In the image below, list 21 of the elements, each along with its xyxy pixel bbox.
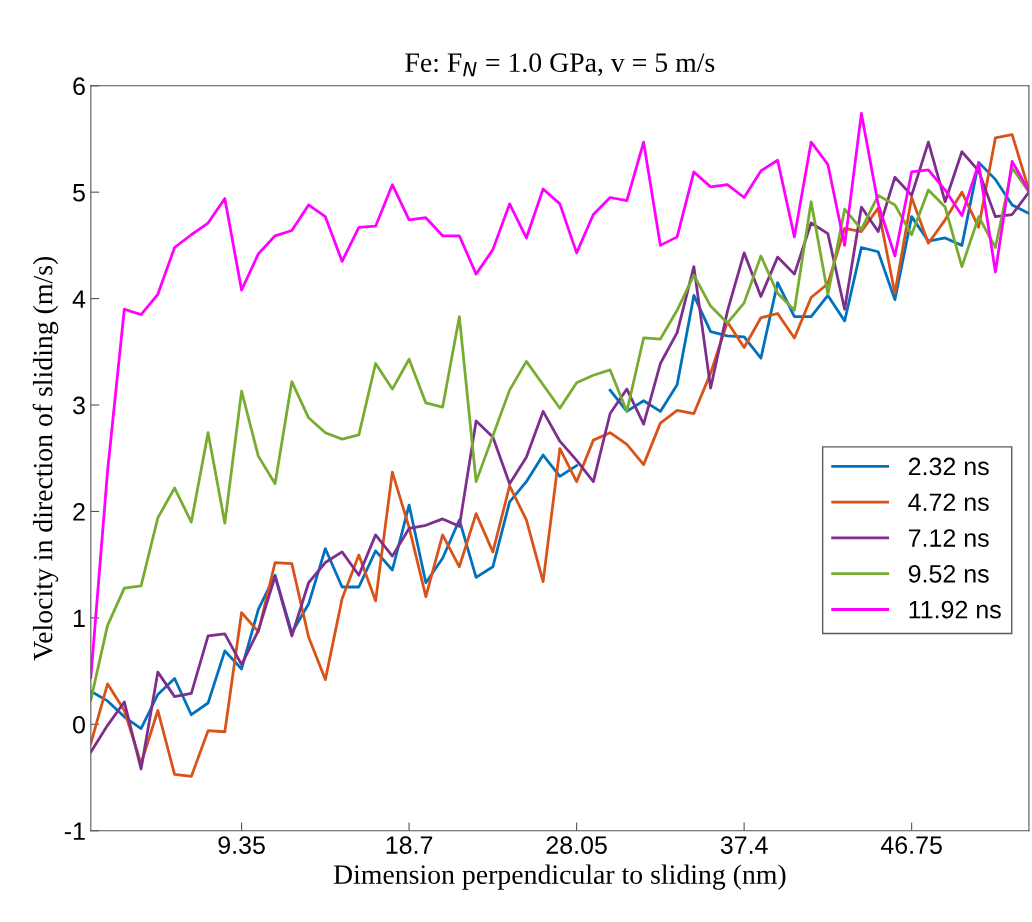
y-tick-label: 2: [73, 503, 85, 521]
y-tick-label: 1: [73, 609, 85, 627]
y-tick-label: 5: [73, 184, 85, 202]
y-tick-label: 4: [72, 290, 86, 308]
legend-label: 9.52 ns: [908, 564, 989, 583]
x-tick-label: 46.75: [880, 836, 942, 854]
legend-label: 2.32 ns: [908, 457, 989, 476]
y-tick-label: -1: [64, 822, 85, 840]
x-tick-label: 18.7: [386, 836, 433, 854]
x-tick-label: 28.05: [546, 836, 607, 854]
x-tick-label: 37.4: [720, 836, 768, 854]
legend-label: 11.92 ns: [909, 600, 1001, 619]
x-tick-label: 9.35: [218, 836, 265, 854]
legend-label: 4.72 ns: [908, 493, 989, 512]
y-axis-title: Velocity in direction of sliding (m/s): [32, 256, 59, 661]
x-axis-title: Dimension perpendicular to sliding (nm): [333, 864, 786, 890]
y-tick-label: 3: [73, 396, 85, 415]
y-tick-label: 0: [73, 715, 85, 734]
chart-title: Fe: F$_{N}$ = 1.0 GPa, v = 5 m/s: [405, 53, 715, 77]
legend-label: 7.12 ns: [908, 529, 989, 547]
y-tick-label: 6: [73, 77, 85, 96]
